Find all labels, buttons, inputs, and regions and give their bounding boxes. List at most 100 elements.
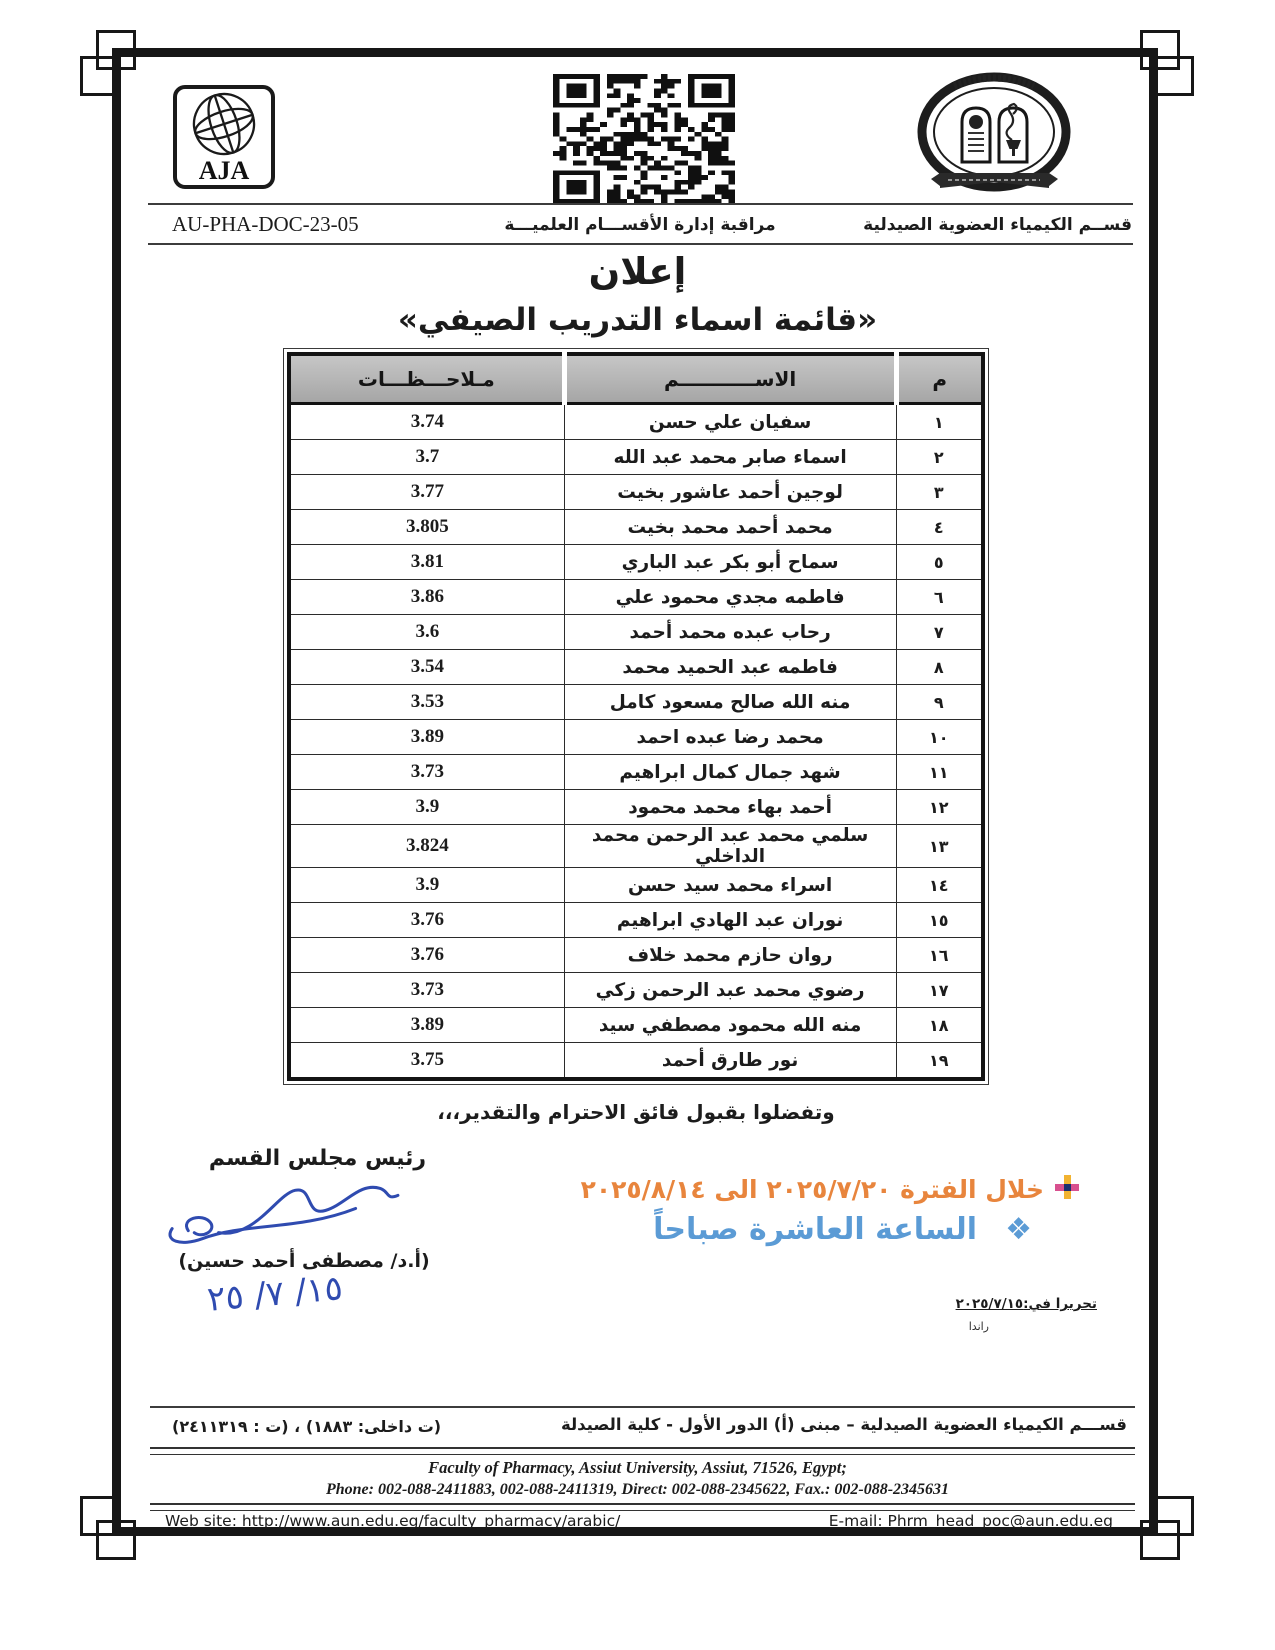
header-center-label: مراقبة إدارة الأقســـام العلميـــة <box>504 215 776 235</box>
row-number-cell: ١ <box>895 403 984 440</box>
gpa-note-cell: 3.86 <box>288 579 565 615</box>
table-row: ١٠ محمد رضا عبده احمد 3.89 <box>288 719 984 755</box>
aja-logo-text: AJA <box>198 156 250 185</box>
signatory-role-title: رئيس مجلس القسم <box>208 1146 427 1171</box>
table-row: ١٣ سلمي محمد عبد الرحمن محمد الداخلي 3.824 <box>288 824 984 868</box>
footer-rule-2 <box>150 1447 1135 1455</box>
gpa-note-cell: 3.75 <box>288 1042 565 1080</box>
student-name-cell: منه الله محمود مصطفي سيد <box>563 1007 897 1043</box>
training-period-note: خلال الفترة ٢٠٢٥/٧/٢٠ الى ٢٠٢٥/٨/١٤ <box>581 1174 1080 1204</box>
gpa-note-cell: 3.89 <box>288 719 565 755</box>
row-number-cell: ٢ <box>895 439 984 475</box>
row-number-cell: ٦ <box>895 579 984 615</box>
summer-training-roster-table: م الاســـــــــــم مـلاحـــظـــات ١ سفيان… <box>283 348 989 1085</box>
footer-email: E-mail: Phrm_head_poc@aun.edu.eg <box>828 1512 1113 1530</box>
student-name-cell: فاطمه مجدي محمود علي <box>563 579 897 615</box>
handwritten-signature <box>158 1168 410 1254</box>
gpa-note-cell: 3.89 <box>288 1007 565 1043</box>
training-period-text: خلال الفترة ٢٠٢٥/٧/٢٠ الى ٢٠٢٥/٨/١٤ <box>580 1174 1044 1204</box>
column-header-name: الاســـــــــــم <box>563 353 899 405</box>
faculty-logo <box>912 70 1077 205</box>
corner-ornament <box>1140 1520 1180 1560</box>
row-number-cell: ١٥ <box>895 902 984 938</box>
row-number-cell: ١٦ <box>895 937 984 973</box>
gpa-note-cell: 3.824 <box>288 824 565 868</box>
student-name-cell: سفيان علي حسن <box>563 403 897 440</box>
student-name-cell: اسراء محمد سيد حسن <box>563 867 897 903</box>
row-number-cell: ٣ <box>895 474 984 510</box>
gpa-note-cell: 3.73 <box>288 972 565 1008</box>
table-row: ٣ لوجين أحمد عاشور بخيت 3.77 <box>288 474 984 510</box>
gpa-note-cell: 3.76 <box>288 937 565 973</box>
training-time-note: الساعة العاشرة صباحاً ❖ <box>653 1212 1032 1247</box>
table-row: ٧ رحاب عبده محمد أحمد 3.6 <box>288 614 984 650</box>
student-name-cell: سلمي محمد عبد الرحمن محمد الداخلي <box>563 824 897 868</box>
student-name-cell: رضوي محمد عبد الرحمن زكي <box>563 972 897 1008</box>
closing-courtesy-line: وتفضلوا بقبول فائق الاحترام والتقدير،،، <box>437 1100 835 1124</box>
roster-body: ١ سفيان علي حسن 3.74 ٢ اسماء صابر محمد عبد ا… <box>288 403 984 1080</box>
qr-code <box>553 74 735 204</box>
row-number-cell: ١٢ <box>895 789 984 825</box>
table-row: ٥ سماح أبو بكر عبد الباري 3.81 <box>288 544 984 580</box>
gpa-note-cell: 3.53 <box>288 684 565 720</box>
table-row: ١٥ نوران عبد الهادي ابراهيم 3.76 <box>288 902 984 938</box>
table-row: ١ سفيان علي حسن 3.74 <box>288 403 984 440</box>
column-header-notes: مـلاحـــظـــات <box>288 353 567 405</box>
header-rule-top <box>148 203 1133 205</box>
student-name-cell: سماح أبو بكر عبد الباري <box>563 544 897 580</box>
table-row: ٤ محمد أحمد محمد بخيت 3.805 <box>288 509 984 545</box>
student-name-cell: محمد أحمد محمد بخيت <box>563 509 897 545</box>
column-header-number: م <box>895 353 984 405</box>
row-number-cell: ١٧ <box>895 972 984 1008</box>
footer-phones-english: Phone: 002-088-2411883, 002-088-2411319,… <box>325 1481 950 1498</box>
signatory-name: (أ.د/ مصطفى أحمد حسين) <box>178 1250 430 1272</box>
plus-bullet-icon <box>1054 1174 1080 1204</box>
corner-ornament <box>1140 30 1180 70</box>
table-row: ١٢ أحمد بهاء محمد محمود 3.9 <box>288 789 984 825</box>
row-number-cell: ١٨ <box>895 1007 984 1043</box>
row-number-cell: ٨ <box>895 649 984 685</box>
footer-internal-phones: (ت داخلى: ١٨٨٣) ، (ت : ٢٤١١٣١٩) <box>172 1417 442 1436</box>
student-name-cell: اسماء صابر محمد عبد الله <box>563 439 897 475</box>
corner-ornament <box>80 56 120 96</box>
student-name-cell: لوجين أحمد عاشور بخيت <box>563 474 897 510</box>
corner-ornament <box>96 1520 136 1560</box>
corner-ornament <box>1154 56 1194 96</box>
gpa-note-cell: 3.7 <box>288 439 565 475</box>
gpa-note-cell: 3.9 <box>288 789 565 825</box>
gpa-note-cell: 3.81 <box>288 544 565 580</box>
document-code: AU-PHA-DOC-23-05 <box>172 212 359 236</box>
page-border-frame <box>112 48 1158 1536</box>
table-row: ١١ شهد جمال كمال ابراهيم 3.73 <box>288 754 984 790</box>
table-row: ٨ فاطمه عبد الحميد محمد 3.54 <box>288 649 984 685</box>
row-number-cell: ١٠ <box>895 719 984 755</box>
student-name-cell: نوران عبد الهادي ابراهيم <box>563 902 897 938</box>
gpa-note-cell: 3.77 <box>288 474 565 510</box>
header-department-label: قســم الكيمياء العضوية الصيدلية <box>863 215 1132 235</box>
table-row: ١٩ نور طارق أحمد 3.75 <box>288 1042 984 1080</box>
student-name-cell: منه الله صالح مسعود كامل <box>563 684 897 720</box>
gpa-note-cell: 3.74 <box>288 403 565 440</box>
student-name-cell: نور طارق أحمد <box>563 1042 897 1080</box>
student-name-cell: شهد جمال كمال ابراهيم <box>563 754 897 790</box>
student-name-cell: أحمد بهاء محمد محمود <box>563 789 897 825</box>
student-name-cell: رحاب عبده محمد أحمد <box>563 614 897 650</box>
gpa-note-cell: 3.805 <box>288 509 565 545</box>
issued-date-note: تحريرا في:٢٠٢٥/٧/١٥ <box>955 1296 1097 1312</box>
row-number-cell: ٩ <box>895 684 984 720</box>
student-name-cell: فاطمه عبد الحميد محمد <box>563 649 897 685</box>
issued-by-initials: راندا <box>968 1320 989 1333</box>
student-name-cell: محمد رضا عبده احمد <box>563 719 897 755</box>
table-row: ٩ منه الله صالح مسعود كامل 3.53 <box>288 684 984 720</box>
table-row: ١٨ منه الله محمود مصطفي سيد 3.89 <box>288 1007 984 1043</box>
student-name-cell: روان حازم محمد خلاف <box>563 937 897 973</box>
row-number-cell: ٥ <box>895 544 984 580</box>
footer-website: Web site: http://www.aun.edu.eg/faculty_… <box>165 1512 621 1530</box>
gpa-note-cell: 3.54 <box>288 649 565 685</box>
training-time-text: الساعة العاشرة صباحاً <box>653 1212 978 1247</box>
table-row: ١٦ روان حازم محمد خلاف 3.76 <box>288 937 984 973</box>
list-subtitle: «قائمة اسماء التدريب الصيفي» <box>397 302 878 338</box>
gpa-note-cell: 3.6 <box>288 614 565 650</box>
row-number-cell: ١١ <box>895 754 984 790</box>
